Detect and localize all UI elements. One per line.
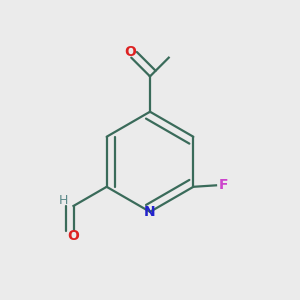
Text: O: O (68, 229, 80, 243)
Text: N: N (144, 205, 156, 219)
Text: H: H (58, 194, 68, 207)
Text: O: O (124, 45, 136, 59)
Text: F: F (219, 178, 228, 192)
